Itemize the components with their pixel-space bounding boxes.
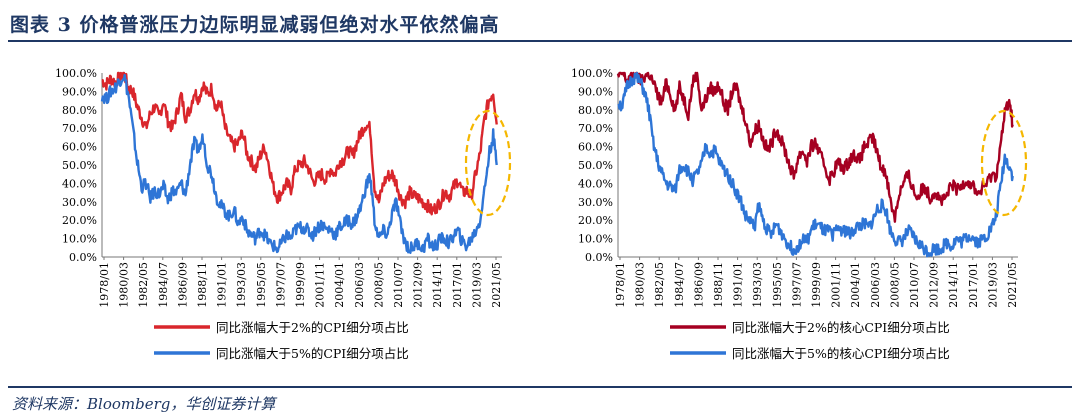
series-line-2 <box>617 71 1014 258</box>
x-tick-label: 1993/03 <box>235 262 248 308</box>
x-tick-label: 1984/07 <box>673 262 686 308</box>
x-tick-label: 1991/01 <box>216 262 229 308</box>
x-tick-label: 2001/11 <box>314 262 327 308</box>
x-tick-label: 1982/05 <box>137 262 150 308</box>
x-tick-label: 2010/07 <box>392 262 405 308</box>
y-tick-label: 80.0% <box>62 104 97 117</box>
x-tick-label: 2006/03 <box>869 262 882 308</box>
x-tick-label: 2008/05 <box>372 262 385 308</box>
series-line-1 <box>101 71 498 216</box>
figure-header: 图表 3 价格普涨压力边际明显减弱但绝对水平依然偏高 <box>0 0 1080 44</box>
x-tick-label: 2019/03 <box>986 262 999 308</box>
y-tick-label: 10.0% <box>62 233 97 246</box>
x-tick-label: 1982/05 <box>653 262 666 308</box>
x-tick-label: 1986/09 <box>176 262 189 308</box>
source-note: 资料来源：Bloomberg，华创证券计算 <box>12 395 276 413</box>
x-tick-label: 1986/09 <box>692 262 705 308</box>
x-tick-label: 2021/05 <box>490 262 503 308</box>
y-tick-label: 30.0% <box>578 196 613 209</box>
x-tick-label: 1997/07 <box>790 262 803 308</box>
y-tick-label: 90.0% <box>62 85 97 98</box>
y-tick-label: 60.0% <box>578 141 613 154</box>
title-rule <box>8 40 1072 42</box>
x-tick-label: 2019/03 <box>470 262 483 308</box>
y-tick-label: 100.0% <box>571 67 613 80</box>
x-tick-label: 1988/11 <box>196 262 209 308</box>
x-tick-label: 2004/01 <box>849 262 862 308</box>
chart-right: 100.0% 90.0% 80.0% 70.0% 60.0% 50.0% 40.0% 30.0… <box>571 67 1028 361</box>
x-tick-label: 1999/09 <box>810 262 823 308</box>
x-tick-label: 1980/03 <box>118 262 131 308</box>
y-tick-label: 80.0% <box>578 104 613 117</box>
x-tick-label: 1988/11 <box>712 262 725 308</box>
source-rule <box>8 386 1072 388</box>
chart-left: 100.0% 90.0% 80.0% 70.0% 60.0% 50.0% 40.0% 30.0… <box>55 67 512 361</box>
x-tick-label: 1984/07 <box>157 262 170 308</box>
x-tick-label: 2014/11 <box>947 262 960 308</box>
x-tick-label: 1995/05 <box>771 262 784 308</box>
x-tick-label: 2012/09 <box>412 262 425 308</box>
x-tick-label: 1995/05 <box>255 262 268 308</box>
x-tick-label: 2001/11 <box>830 262 843 308</box>
x-tick-label: 2006/03 <box>353 262 366 308</box>
highlight-ellipse <box>464 109 512 217</box>
y-tick-label: 70.0% <box>62 122 97 135</box>
y-tick-label: 70.0% <box>578 122 613 135</box>
x-tick-label: 2008/05 <box>888 262 901 308</box>
x-tick-label: 1997/07 <box>274 262 287 308</box>
y-tick-label: 0.0% <box>585 251 613 264</box>
y-tick-label: 50.0% <box>578 159 613 172</box>
x-tick-label: 1999/09 <box>294 262 307 308</box>
legend-label-2: 同比涨幅大于5%的核心CPI细分项占比 <box>732 346 950 361</box>
y-tick-label: 0.0% <box>69 251 97 264</box>
highlight-ellipse <box>980 109 1028 217</box>
y-tick-label: 40.0% <box>578 177 613 190</box>
x-tick-label: 1980/03 <box>634 262 647 308</box>
y-tick-label: 60.0% <box>62 141 97 154</box>
x-tick-label: 2012/09 <box>928 262 941 308</box>
y-tick-label: 100.0% <box>55 67 97 80</box>
series-line-1 <box>616 71 1014 223</box>
x-tick-label: 2017/01 <box>451 262 464 308</box>
series-line-2 <box>100 73 498 255</box>
y-tick-label: 10.0% <box>578 233 613 246</box>
legend-label-1: 同比涨幅大于2%的核心CPI细分项占比 <box>732 320 950 335</box>
x-tick-label: 2014/11 <box>431 262 444 308</box>
legend-label-2: 同比涨幅大于5%的CPI细分项占比 <box>216 346 409 361</box>
legend-label-1: 同比涨幅大于2%的CPI细分项占比 <box>216 320 409 335</box>
x-tick-label: 2017/01 <box>967 262 980 308</box>
y-tick-label: 50.0% <box>62 159 97 172</box>
figure-title: 图表 3 价格普涨压力边际明显减弱但绝对水平依然偏高 <box>10 14 500 36</box>
x-tick-label: 2010/07 <box>908 262 921 308</box>
x-tick-label: 2004/01 <box>333 262 346 308</box>
x-tick-label: 1993/03 <box>751 262 764 308</box>
x-tick-label: 1978/01 <box>98 262 111 308</box>
x-tick-label: 2021/05 <box>1006 262 1019 308</box>
y-tick-label: 20.0% <box>578 214 613 227</box>
y-tick-label: 90.0% <box>578 85 613 98</box>
x-tick-label: 1978/01 <box>614 262 627 308</box>
y-tick-label: 40.0% <box>62 177 97 190</box>
x-tick-label: 1991/01 <box>732 262 745 308</box>
y-tick-label: 20.0% <box>62 214 97 227</box>
y-tick-label: 30.0% <box>62 196 97 209</box>
